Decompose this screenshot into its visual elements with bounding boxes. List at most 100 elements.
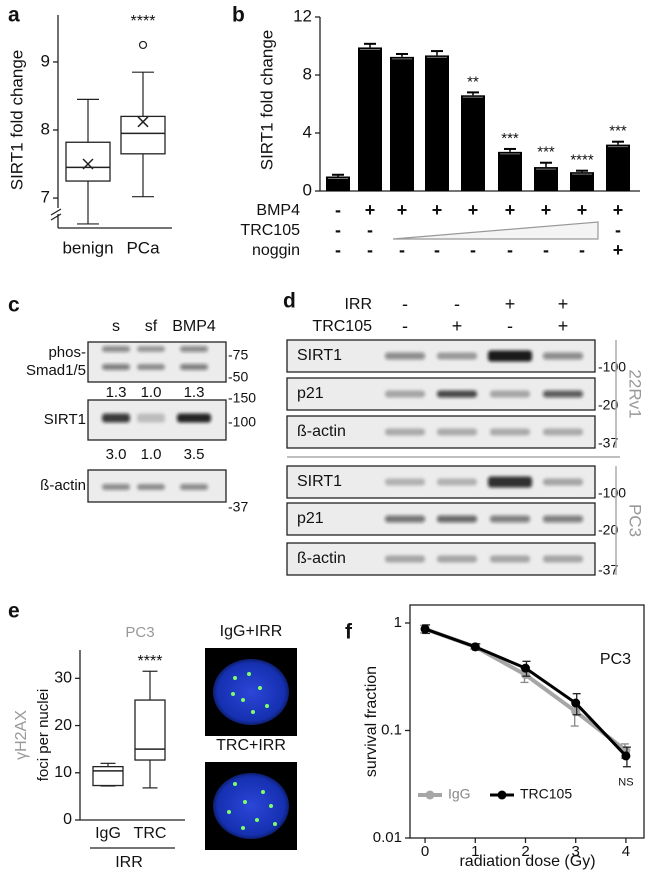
lane-label: BMP4 xyxy=(172,318,216,335)
condition-label: TRC105 xyxy=(240,222,300,239)
band xyxy=(137,484,165,490)
y-tick-label: 8 xyxy=(41,119,50,138)
condition-label: IRR xyxy=(344,296,372,313)
focus xyxy=(227,810,231,814)
focus xyxy=(233,782,237,786)
series-line xyxy=(424,627,628,757)
panel-label: e xyxy=(8,600,20,623)
point xyxy=(571,707,581,717)
x-tick-label: benign xyxy=(62,238,113,257)
band xyxy=(543,555,583,563)
bar xyxy=(498,151,522,191)
bar xyxy=(358,47,382,192)
condition-sign: - xyxy=(507,316,513,336)
box xyxy=(92,765,124,787)
band xyxy=(543,428,583,436)
x-tick-label: 2 xyxy=(521,843,529,860)
band xyxy=(490,390,530,398)
series-line xyxy=(424,627,628,753)
condition-sign: + xyxy=(577,200,588,220)
row-label: SIRT1 xyxy=(297,473,342,490)
quantification: 1.3 xyxy=(106,384,127,401)
x-tick-label: PCa xyxy=(126,238,160,257)
focus xyxy=(233,676,237,680)
inset-label: IgG+IRR xyxy=(220,623,283,640)
mw-marker: -100 xyxy=(228,414,256,430)
x-tick-label: 0 xyxy=(421,843,429,860)
point xyxy=(571,698,581,708)
x-axis-label: radiation dose (Gy) xyxy=(459,853,595,870)
y-axis-label: SIRT1 fold change xyxy=(257,30,276,171)
condition-sign: + xyxy=(541,200,552,220)
row-label: ß-actin xyxy=(40,477,86,494)
focus xyxy=(261,790,265,794)
condition-sign: - xyxy=(615,220,621,240)
significance: **** xyxy=(131,13,156,30)
inset-label: TRC+IRR xyxy=(216,737,286,754)
cell-line-label: PC3 xyxy=(626,504,645,537)
band xyxy=(437,390,477,398)
band xyxy=(180,346,208,352)
focus xyxy=(247,672,251,676)
plot-frame xyxy=(409,604,645,839)
band xyxy=(385,515,425,523)
bar xyxy=(326,176,350,191)
row-label: phos- xyxy=(48,344,86,361)
condition-sign: + xyxy=(558,316,569,336)
mw-marker: -20 xyxy=(598,397,618,413)
focus xyxy=(241,826,245,830)
y-tick-label: 20 xyxy=(54,717,72,734)
y-axis-label: γH2AX xyxy=(13,710,30,760)
condition-label: TRC105 xyxy=(312,318,372,335)
x-tick-label: TRC xyxy=(134,825,167,842)
condition-sign: - xyxy=(454,294,460,314)
condition-sign: - xyxy=(335,200,341,220)
band xyxy=(437,428,477,436)
blot xyxy=(286,377,596,411)
significance: ** xyxy=(467,73,479,90)
focus xyxy=(241,698,245,702)
condition-sign: + xyxy=(505,294,516,314)
condition-sign: - xyxy=(335,240,341,260)
x-tick-label: 1 xyxy=(471,843,479,860)
axis-break xyxy=(50,213,62,221)
legend-label: TRC105 xyxy=(520,786,572,802)
band xyxy=(543,390,583,398)
condition-sign: - xyxy=(335,220,341,240)
band xyxy=(543,515,583,523)
box xyxy=(120,115,166,155)
bar xyxy=(606,144,630,191)
nucleus xyxy=(213,773,289,839)
condition-sign: - xyxy=(507,240,513,260)
band xyxy=(437,515,477,523)
row-label: ß-actin xyxy=(297,423,346,440)
condition-sign: - xyxy=(402,294,408,314)
bar xyxy=(534,167,558,191)
y-tick-label: 30 xyxy=(54,670,72,687)
condition-sign: + xyxy=(452,316,463,336)
panel-label: b xyxy=(232,4,245,27)
y-tick-label: 0 xyxy=(303,180,312,199)
bar xyxy=(390,56,414,191)
band xyxy=(543,478,583,486)
band xyxy=(177,413,211,423)
band xyxy=(102,346,130,352)
panel-label: c xyxy=(8,294,20,317)
row-label: SIRT1 xyxy=(297,347,342,364)
y-axis-label: foci per nuclei xyxy=(35,689,52,782)
point xyxy=(470,642,480,652)
band xyxy=(180,364,208,370)
band xyxy=(385,390,425,398)
band xyxy=(385,352,425,360)
mean-marker xyxy=(82,158,94,170)
band xyxy=(102,413,130,423)
y-tick-label: 9 xyxy=(41,51,50,70)
band xyxy=(137,346,165,352)
bar xyxy=(570,172,594,191)
band xyxy=(490,555,530,563)
row-label: SIRT1 xyxy=(44,411,86,428)
y-tick-label: 0.1 xyxy=(381,721,402,738)
legend-marker xyxy=(425,790,435,800)
band xyxy=(102,364,130,370)
annotation: NS xyxy=(618,777,633,789)
